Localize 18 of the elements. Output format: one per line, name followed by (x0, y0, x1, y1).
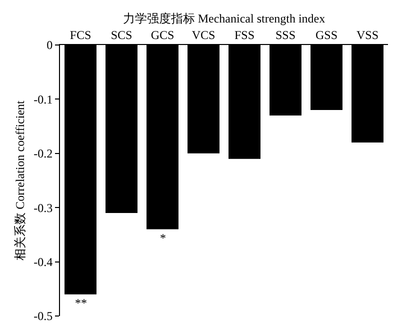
x-tick-label: SCS (110, 28, 132, 42)
x-tick-label: FSS (234, 28, 255, 42)
x-tick-label: VCS (192, 28, 216, 42)
y-tick-label: 0 (46, 38, 53, 52)
y-tick-label: -0.2 (34, 146, 53, 161)
x-tick-label: GCS (150, 28, 174, 42)
annotation: * (160, 231, 166, 245)
x-tick-label: GSS (315, 28, 338, 42)
y-tick-label: -0.1 (34, 92, 53, 106)
x-tick-label: SSS (275, 28, 296, 42)
x-tick-label: FCS (70, 28, 92, 42)
y-tick-label: -0.5 (34, 309, 53, 324)
annotation: ** (75, 296, 87, 310)
y-tick-label: -0.4 (34, 255, 53, 269)
y-tick-label: -0.3 (34, 200, 53, 215)
y-axis-title: 相关系数 Correlation coefficient (12, 100, 27, 260)
x-axis-title: 力学强度指标 Mechanical strength index (122, 12, 326, 26)
x-tick-label: VSS (356, 28, 379, 42)
